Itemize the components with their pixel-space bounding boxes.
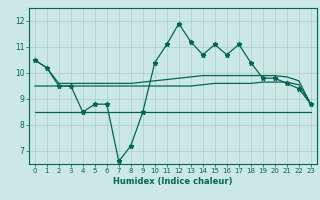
- X-axis label: Humidex (Indice chaleur): Humidex (Indice chaleur): [113, 177, 233, 186]
